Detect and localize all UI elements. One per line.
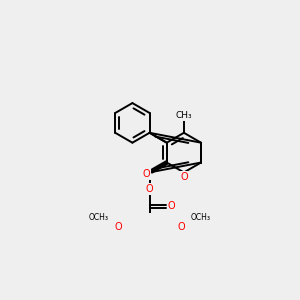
Text: O: O — [114, 222, 122, 233]
Text: O: O — [143, 169, 151, 179]
Text: CH₃: CH₃ — [176, 111, 192, 120]
Text: OCH₃: OCH₃ — [89, 213, 109, 222]
Text: O: O — [178, 222, 185, 233]
Text: O: O — [168, 201, 176, 211]
Text: O: O — [180, 172, 188, 182]
Text: O: O — [146, 184, 153, 194]
Text: OCH₃: OCH₃ — [190, 213, 210, 222]
